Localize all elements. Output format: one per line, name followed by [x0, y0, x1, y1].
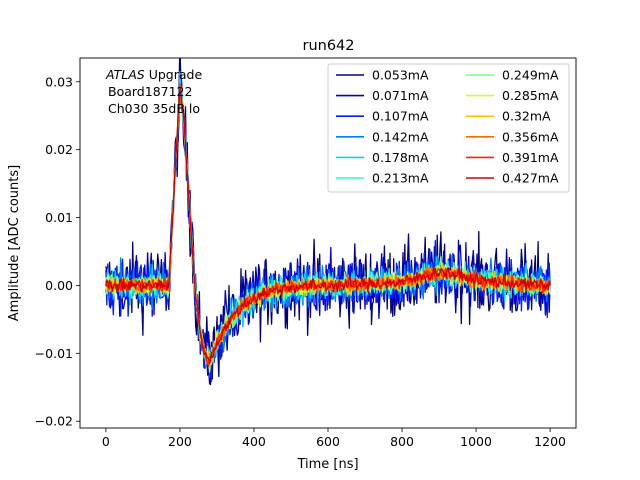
x-tick-label: 0	[102, 434, 110, 449]
legend-label: 0.213mA	[372, 171, 429, 186]
y-tick-label: 0.01	[45, 210, 73, 225]
legend-label: 0.249mA	[502, 68, 559, 83]
annotation-italic: ATLAS	[105, 67, 145, 82]
y-tick-label: 0.03	[45, 74, 73, 89]
annotation-line-2: Board187122	[108, 84, 192, 99]
legend-label: 0.391mA	[502, 150, 559, 165]
annotation-line-3: Ch030 35dB lo	[108, 101, 200, 116]
x-axis-label: Time [ns]	[296, 457, 358, 472]
y-axis: −0.02 −0.01 0.00 0.01 0.02 0.03	[35, 74, 80, 429]
x-tick-label: 400	[242, 434, 266, 449]
x-tick-label: 1000	[460, 434, 492, 449]
legend-label: 0.427mA	[502, 171, 559, 186]
series-line	[105, 83, 551, 368]
legend-label: 0.142mA	[372, 129, 429, 144]
annotation-rest: Upgrade	[145, 67, 203, 82]
annotation-line-1: ATLAS Upgrade	[105, 67, 202, 82]
y-tick-label: 0.00	[45, 278, 73, 293]
atlas-annotation: ATLAS Upgrade Board187122 Ch030 35dB lo	[105, 67, 202, 116]
legend-label: 0.32mA	[502, 109, 551, 124]
x-tick-label: 800	[390, 434, 414, 449]
series-line	[105, 87, 551, 365]
legend-label: 0.053mA	[372, 68, 429, 83]
y-tick-label: −0.02	[35, 414, 73, 429]
x-tick-label: 1200	[534, 434, 566, 449]
x-tick-label: 600	[316, 434, 340, 449]
y-tick-label: −0.01	[35, 346, 73, 361]
y-tick-label: 0.02	[45, 142, 73, 157]
legend: 0.053mA 0.071mA 0.107mA 0.142mA 0.178mA 0.213…	[327, 63, 570, 193]
series-layer	[105, 58, 551, 386]
legend-box	[327, 63, 570, 193]
legend-label: 0.356mA	[502, 129, 559, 144]
x-tick-label: 200	[168, 434, 192, 449]
legend-label: 0.178mA	[372, 150, 429, 165]
chart-title: run642	[302, 38, 354, 54]
legend-label: 0.285mA	[502, 88, 559, 103]
legend-label: 0.107mA	[372, 109, 429, 124]
legend-label: 0.071mA	[372, 88, 429, 103]
x-axis: 0 200 400 600 800 1000 1200	[102, 428, 566, 449]
y-axis-label: Amplitude [ADC counts]	[7, 165, 22, 321]
